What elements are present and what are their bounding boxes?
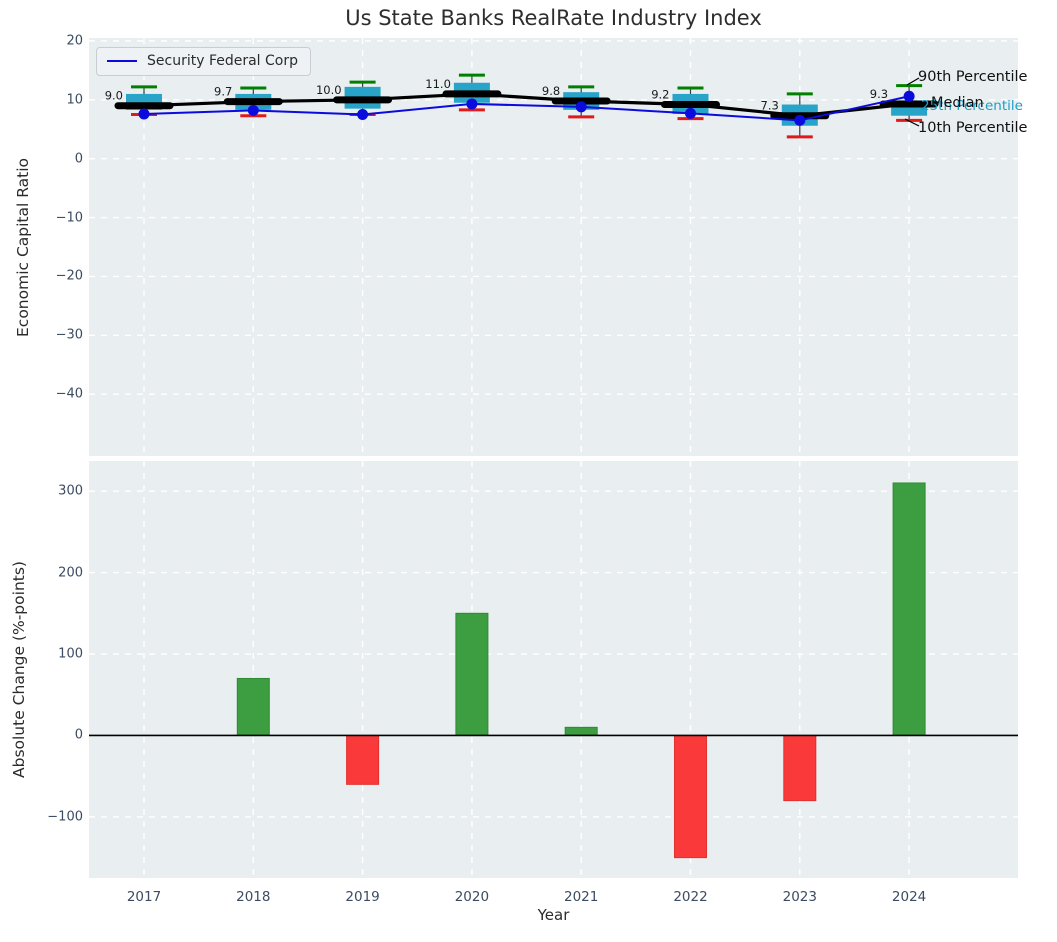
y-tick-label-top: 20: [66, 33, 83, 49]
legend-line-icon: [107, 60, 137, 62]
company-point: [357, 109, 369, 121]
company-point: [138, 108, 150, 120]
x-tick-label: 2022: [673, 889, 708, 905]
y-tick-label-bottom: 300: [58, 483, 83, 499]
annotation-10th-percentile: 10th Percentile: [918, 120, 1028, 136]
company-point: [794, 114, 806, 126]
bar-negative: [674, 734, 707, 859]
x-tick-label: 2023: [782, 889, 817, 905]
median-value-label: 7.3: [761, 99, 779, 113]
bar-positive: [564, 726, 598, 736]
legend-label: Security Federal Corp: [147, 53, 298, 69]
leader-90th: [906, 77, 920, 86]
top-plot-area: 9.0 9.7 10.0 11.0 9.8 9.2 7.3 9.3 Security Fede…: [89, 38, 1027, 456]
median-value-label: 11.0: [425, 77, 451, 91]
median-value-label: 9.7: [214, 85, 232, 99]
y-tick-label-top: −40: [55, 386, 83, 402]
annotation-90th-percentile: 90th Percentile: [918, 69, 1028, 85]
bottom-plot-area: [89, 461, 1018, 878]
company-line: [143, 95, 910, 122]
bar-negative: [346, 734, 380, 785]
bar-positive: [892, 482, 926, 736]
median-value-label: 9.3: [870, 87, 888, 101]
x-tick-label: 2021: [564, 889, 599, 905]
y-tick-label-top: 0: [74, 151, 83, 167]
bar-negative: [783, 734, 817, 802]
company-point: [575, 101, 587, 113]
company-point: [466, 98, 478, 110]
xlabel-year: Year: [537, 906, 570, 924]
median-value-label: 9.2: [651, 88, 669, 102]
y-tick-label-bottom: 0: [74, 727, 83, 743]
chart-title: Us State Banks RealRate Industry Index: [345, 6, 762, 30]
x-tick-label: 2019: [345, 889, 380, 905]
company-point: [903, 90, 915, 102]
annotation-25th-percentile: 25th Percentile: [921, 98, 1023, 114]
annotation-median: Median: [931, 95, 984, 111]
y-tick-label-bottom: 100: [58, 646, 83, 662]
x-tick-label: 2018: [236, 889, 271, 905]
median-value-label: 9.0: [105, 89, 123, 103]
y-tick-label-bottom: 200: [58, 565, 83, 581]
company-point: [685, 107, 696, 119]
leader-10th: [904, 118, 920, 127]
median-value-label: 10.0: [316, 83, 342, 97]
company-point: [247, 104, 259, 116]
y-tick-label-top: −30: [55, 327, 83, 343]
legend: Security Federal Corp: [96, 47, 311, 76]
bottom-chart-svg: [89, 461, 1018, 878]
median-value-label: 9.8: [542, 84, 560, 98]
leader-median: [921, 102, 932, 105]
bar-positive: [236, 677, 270, 736]
y-tick-label-top: −20: [55, 268, 83, 284]
y-tick-label-bottom: −100: [47, 809, 83, 825]
bar-positive: [455, 612, 489, 736]
y-tick-label-top: 10: [66, 92, 83, 108]
ylabel-economic-capital-ratio: Economic Capital Ratio: [14, 157, 32, 337]
x-tick-label: 2024: [891, 889, 927, 905]
ylabel-absolute-change: Absolute Change (%-points): [10, 561, 28, 778]
x-tick-label: 2020: [454, 889, 490, 905]
x-tick-label: 2017: [126, 889, 162, 905]
y-tick-label-top: −10: [55, 210, 83, 226]
top-chart-svg: 9.0 9.7 10.0 11.0 9.8 9.2 7.3 9.3: [89, 38, 1018, 456]
